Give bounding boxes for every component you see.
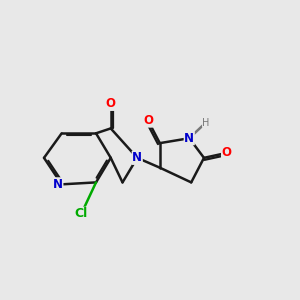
Text: N: N	[132, 152, 142, 164]
Text: N: N	[53, 178, 63, 191]
Text: O: O	[106, 98, 116, 110]
Text: Cl: Cl	[75, 207, 88, 220]
Text: O: O	[143, 114, 153, 127]
Text: N: N	[184, 132, 194, 145]
Text: O: O	[222, 146, 232, 159]
Text: H: H	[202, 118, 210, 128]
